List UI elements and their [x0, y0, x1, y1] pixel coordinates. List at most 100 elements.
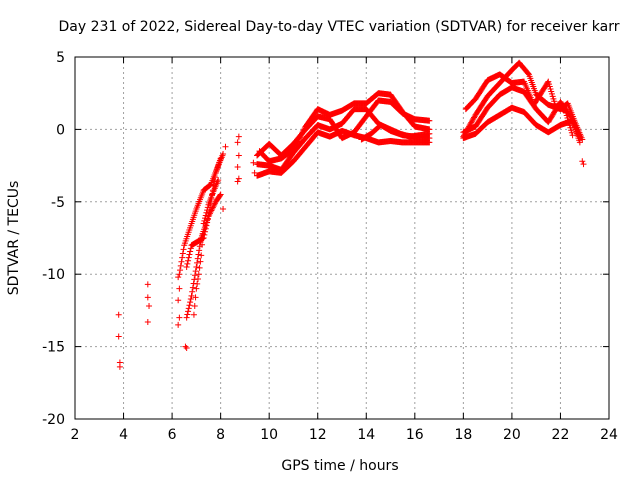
early-scatter-point [579, 158, 586, 165]
track-b-point [216, 192, 223, 199]
track-c-point [184, 260, 191, 267]
track-b-point [191, 272, 198, 279]
early-scatter-point [115, 333, 122, 340]
track-b-point [196, 247, 203, 254]
track-d-point [204, 204, 211, 211]
track-b-point [187, 299, 194, 306]
track-d-point [215, 177, 222, 184]
track-d-point [300, 127, 307, 134]
track-d-point [301, 126, 308, 133]
track-b-point [195, 251, 202, 258]
track-d-point [202, 215, 209, 222]
track-a-point [178, 258, 185, 265]
early-scatter-point [176, 314, 183, 321]
track-a-point [180, 246, 187, 253]
track-d-point [569, 132, 576, 139]
x-tick-label: 4 [119, 427, 128, 443]
chart-title: Day 231 of 2022, Sidereal Day-to-day VTE… [59, 19, 620, 35]
y-tick-label: -20 [42, 412, 65, 428]
early-scatter-point [580, 161, 587, 168]
track-c-point [576, 139, 583, 146]
early-scatter-point [250, 159, 257, 166]
early-scatter-point [144, 294, 151, 301]
early-scatter-point [222, 143, 229, 150]
track-c-point [217, 155, 224, 162]
track-d-point [290, 146, 297, 153]
x-tick-label: 8 [216, 427, 225, 443]
track-d-point [202, 212, 209, 219]
track-b-point [189, 284, 196, 291]
track-c-point [183, 263, 190, 270]
track-d-point [291, 145, 298, 152]
track-d-point [293, 141, 300, 148]
early-scatter-point [235, 133, 242, 140]
early-scatter-point [234, 164, 241, 171]
track-a-point [470, 115, 477, 122]
early-scatter-point [234, 178, 241, 185]
x-tick-label: 16 [406, 427, 424, 443]
track-d-point [197, 258, 204, 265]
track-b-point [183, 314, 190, 321]
track-c-point [212, 174, 219, 181]
track-d-point [192, 294, 199, 301]
track-d-point [190, 311, 197, 318]
track-a-point [426, 117, 433, 124]
track-d-point [198, 252, 205, 259]
track-b-point [188, 292, 195, 299]
track-d-point [292, 142, 299, 149]
track-e-point [426, 130, 433, 137]
track-b-point [217, 191, 224, 198]
track-d-point [194, 280, 201, 287]
x-tick-label: 12 [309, 427, 327, 443]
track-b-point [187, 296, 194, 303]
y-tick-label: 0 [56, 122, 65, 138]
track-d-point [204, 207, 211, 214]
track-a-point [468, 119, 475, 126]
early-scatter-point [234, 139, 241, 146]
data-points [115, 59, 587, 370]
track-c-point [205, 213, 212, 220]
early-scatter-point [235, 175, 242, 182]
track-c-point [185, 257, 192, 264]
early-scatter-point [235, 152, 242, 159]
track-a-point [176, 271, 183, 278]
track-b-point [184, 311, 191, 318]
early-scatter-point [144, 281, 151, 288]
track-c-point [187, 245, 194, 252]
track-b-point [211, 201, 218, 208]
early-scatter-point [183, 345, 190, 352]
track-d-point [297, 133, 304, 140]
y-axis-label: SDTVAR / TECUs [6, 181, 22, 296]
x-tick-label: 10 [260, 427, 278, 443]
track-d-point [200, 220, 207, 227]
track-b-point [193, 263, 200, 270]
track-d-point [296, 135, 303, 142]
plot-frame [74, 56, 610, 420]
track-b-point [185, 305, 192, 312]
track-d-point [191, 303, 198, 310]
track-a-point [468, 118, 475, 125]
track-d-point [295, 137, 302, 144]
x-tick-label: 22 [552, 427, 570, 443]
x-tick-label: 2 [71, 427, 80, 443]
track-d-point [299, 128, 306, 135]
early-scatter-point [116, 363, 123, 370]
track-b-point [206, 210, 213, 217]
track-a-point [471, 114, 478, 121]
track-b-point [194, 259, 201, 266]
x-tick-label: 18 [454, 427, 472, 443]
x-tick-label: 24 [600, 427, 618, 443]
track-b-point [210, 203, 217, 210]
early-scatter-point [220, 206, 227, 213]
y-tick-label: -15 [42, 340, 65, 356]
track-d-point [196, 264, 203, 271]
y-tick-label: -5 [51, 195, 65, 211]
x-axis-label: GPS time / hours [281, 458, 398, 474]
x-tick-label: 20 [503, 427, 521, 443]
track-b-point [185, 308, 192, 315]
track-d-point [294, 139, 301, 146]
track-c-point [202, 225, 209, 232]
track-c-point [185, 254, 192, 261]
